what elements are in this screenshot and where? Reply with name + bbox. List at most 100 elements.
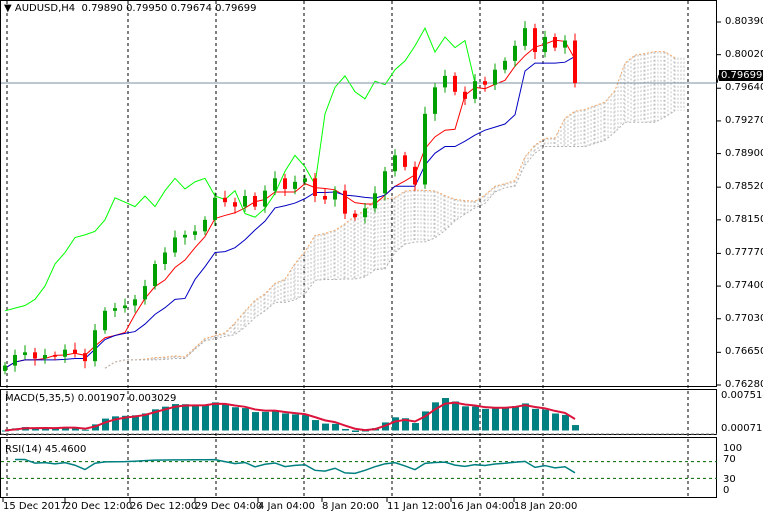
macd-bar — [522, 403, 529, 431]
rsi-label: RSI(14) 45.4600 — [5, 444, 87, 455]
macd-bar — [542, 409, 549, 431]
macd-label: MACD(5,35,5) 0.001907 0.003029 — [5, 393, 177, 404]
macd-bar — [532, 408, 539, 431]
candle-body — [153, 264, 157, 287]
candle-body — [463, 91, 467, 99]
current-price-pointer — [716, 74, 720, 84]
macd-bar — [122, 415, 129, 431]
candle-body — [13, 354, 17, 366]
candle-body — [243, 195, 247, 207]
macd-bar — [302, 415, 309, 431]
candle-body — [543, 37, 547, 53]
x-tick-label: 18 Jan 20:00 — [514, 501, 578, 512]
y-tick-label: 0.78150 — [725, 213, 763, 225]
y-tick-label: 0.77400 — [725, 280, 763, 292]
candle-body — [163, 252, 167, 264]
macd-bar — [392, 417, 399, 431]
macd-bar — [212, 402, 219, 431]
candle-body — [503, 60, 507, 70]
candle-body — [73, 349, 77, 354]
macd-bar — [402, 418, 409, 431]
y-tick-label: 0.78900 — [725, 147, 763, 159]
x-tick-label: 20 Dec 12:00 — [65, 501, 133, 512]
rsi-axis-70: 70 — [723, 454, 736, 465]
candle-body — [283, 178, 287, 189]
candle-body — [403, 155, 407, 167]
candle-body — [293, 181, 297, 189]
macd-bar — [482, 408, 489, 431]
macd-bar — [352, 430, 359, 432]
candle-body — [393, 155, 397, 172]
macd-bar — [82, 429, 89, 431]
macd-bar — [252, 412, 259, 431]
macd-bar — [342, 428, 349, 431]
macd-bar — [492, 408, 499, 431]
macd-bar — [152, 409, 159, 431]
candle-body — [23, 352, 27, 355]
x-tick-label: 8 Jan 20:00 — [322, 501, 379, 512]
senkou-span-a — [104, 51, 676, 369]
candle-body — [353, 213, 357, 218]
candle-body — [343, 190, 347, 214]
macd-bar — [442, 398, 449, 431]
macd-bar — [72, 427, 79, 431]
candle-body — [423, 113, 427, 185]
macd-bar — [112, 416, 119, 431]
macd-bar — [262, 411, 269, 431]
y-tick-label: 0.76650 — [725, 346, 763, 358]
candle-body — [473, 81, 477, 99]
candle-body — [553, 37, 557, 48]
x-tick-label: 11 Jan 12:00 — [387, 501, 451, 512]
macd-bar — [172, 404, 179, 431]
candle-body — [453, 75, 457, 92]
x-tick-label: 15 Dec 2017 — [3, 501, 67, 512]
macd-bar — [62, 427, 69, 431]
y-tick-label: 0.76280 — [725, 379, 763, 390]
candle-body — [193, 231, 197, 235]
macd-bar — [282, 413, 289, 431]
candle-body — [313, 178, 317, 196]
candle-body — [253, 195, 257, 207]
macd-bar — [142, 413, 149, 431]
candle-body — [573, 40, 577, 84]
candle-body — [93, 330, 97, 362]
macd-bar — [202, 405, 209, 431]
macd-bar — [232, 407, 239, 431]
y-tick-label: 0.79640 — [725, 82, 763, 94]
candle-body — [3, 365, 7, 371]
macd-bar — [162, 406, 169, 431]
macd-bar — [92, 424, 99, 431]
macd-bar — [462, 406, 469, 431]
candle-body — [493, 69, 497, 85]
macd-bar — [272, 410, 279, 431]
y-tick-label: 0.78520 — [725, 181, 763, 193]
candle-body — [483, 81, 487, 85]
macd-bar — [432, 402, 439, 431]
candle-body — [513, 45, 517, 61]
macd-bar — [572, 425, 579, 431]
candle-body — [143, 286, 147, 300]
candle-body — [203, 219, 207, 232]
candle-body — [413, 166, 417, 185]
dropdown-triangle-icon[interactable]: ▼ — [4, 3, 15, 14]
y-tick-label: 0.77770 — [725, 247, 763, 259]
macd-axis-bottom: 0.000713 — [721, 423, 763, 434]
macd-bar — [502, 407, 509, 431]
symbol-label: AUDUSD,H4 — [14, 3, 76, 14]
macd-bar — [312, 420, 319, 431]
macd-bar — [422, 411, 429, 431]
y-tick-label: 0.80020 — [725, 48, 763, 60]
kijun-line — [4, 56, 576, 369]
candle-body — [323, 195, 327, 200]
macd-bar — [322, 423, 329, 431]
tenkan-line — [4, 39, 576, 369]
candle-body — [233, 202, 237, 207]
candle-body — [123, 305, 127, 309]
macd-bar — [552, 413, 559, 431]
main-panel-frame — [0, 0, 717, 387]
candle-body — [273, 178, 277, 191]
candle-body — [303, 178, 307, 182]
candle-body — [113, 308, 117, 311]
rsi-line — [15, 458, 576, 475]
